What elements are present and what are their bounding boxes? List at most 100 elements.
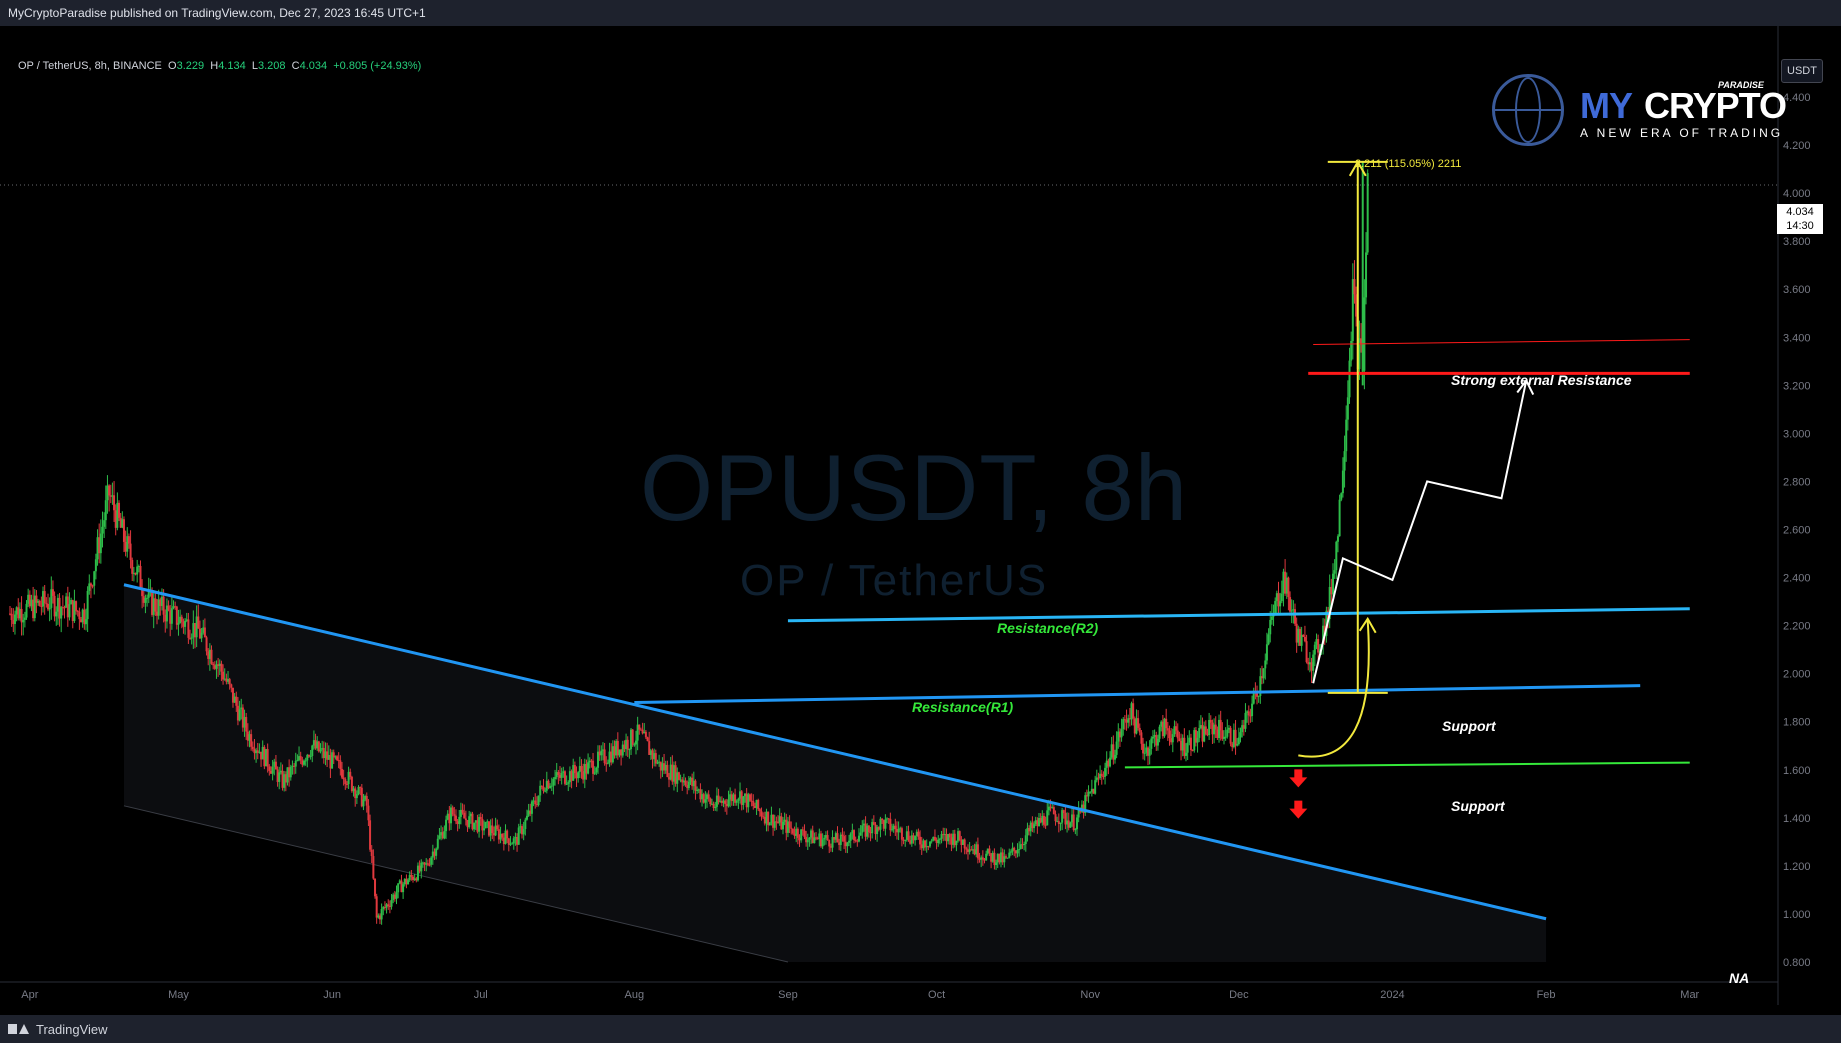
candle-body — [592, 760, 595, 774]
candle-body — [631, 729, 634, 745]
candle-body — [382, 907, 385, 910]
candle-body — [542, 786, 545, 792]
candle-body — [448, 813, 451, 824]
candle-body — [593, 772, 596, 774]
candle-body — [345, 784, 348, 786]
candle-body — [603, 749, 606, 764]
candle-body — [1274, 601, 1277, 614]
candle-body — [215, 664, 218, 669]
candle-body — [1275, 593, 1278, 602]
candle-body — [819, 833, 822, 847]
candle-body — [1041, 815, 1044, 823]
candle-body — [431, 851, 434, 858]
candle-body — [957, 831, 960, 841]
candle-body — [568, 771, 571, 783]
candle-body — [1075, 817, 1078, 830]
candle-body — [1142, 743, 1145, 754]
candle-body — [58, 597, 61, 619]
candle-body — [1308, 662, 1311, 665]
candle-body — [187, 619, 190, 638]
candle-body — [978, 858, 981, 860]
watermark-symbol: OPUSDT, 8h — [640, 435, 1189, 540]
candle-body — [1209, 719, 1212, 723]
candle-body — [1231, 743, 1234, 748]
candle-body — [872, 822, 875, 825]
candle-body — [919, 836, 922, 845]
candle-body — [1069, 822, 1072, 828]
candle-body — [228, 679, 231, 685]
candle-body — [93, 571, 96, 586]
candle-body — [1001, 852, 1004, 863]
candle-body — [321, 747, 324, 750]
resistance-r2-line — [787, 607, 1690, 623]
candle-body — [694, 780, 697, 791]
candle-body — [157, 599, 160, 616]
footer-brand[interactable]: TradingView — [36, 1021, 108, 1037]
candle-body — [813, 837, 816, 844]
chart-area[interactable]: 4.400 4.200 4.000 3.800 3.600 3.400 3.200 3.000… — [0, 26, 1841, 1015]
candle-body — [867, 825, 870, 833]
candle-body — [1118, 731, 1121, 738]
candle-body — [1229, 727, 1232, 744]
candle-body — [1095, 777, 1098, 781]
candle-body — [1133, 718, 1136, 734]
candle-body — [506, 830, 509, 839]
candle-body — [18, 608, 21, 619]
candle-body — [279, 770, 282, 773]
candle-body — [1102, 776, 1105, 778]
candle-body — [1128, 718, 1131, 720]
candle-body — [33, 595, 36, 619]
candle-body — [838, 842, 841, 845]
candle-body — [636, 724, 639, 741]
brand-crypto: CRYPTO — [1644, 85, 1787, 126]
candle-body — [981, 857, 984, 860]
candle-body — [164, 614, 167, 622]
candle-body — [1039, 818, 1042, 823]
candle-body — [965, 848, 968, 850]
candle-body — [473, 822, 476, 830]
candle-body — [1295, 623, 1298, 643]
candle-body — [511, 843, 514, 845]
candle-body — [483, 828, 486, 831]
candle-body — [648, 741, 651, 755]
candle-body — [1360, 338, 1363, 345]
candle-body — [549, 786, 552, 789]
y-tick-label: 1.600 — [1783, 765, 1811, 777]
candle-body — [1077, 808, 1080, 818]
candle-body — [829, 846, 832, 848]
candle-body — [1289, 597, 1292, 612]
candle-body — [712, 803, 715, 808]
candle-body — [1024, 835, 1027, 844]
candle-body — [1303, 636, 1306, 642]
candle-body — [372, 856, 375, 879]
candle-body — [203, 627, 206, 638]
candle-body — [615, 741, 618, 756]
candle-body — [983, 859, 986, 861]
candle-body — [1156, 738, 1159, 746]
candle-body — [527, 810, 530, 816]
chart-svg[interactable]: 4.400 4.200 4.000 3.800 3.600 3.400 3.200 3.000… — [0, 26, 1841, 1015]
candle-body — [76, 610, 79, 612]
candle-body — [263, 746, 266, 767]
candle-body — [856, 840, 859, 842]
candle-body — [559, 774, 562, 778]
currency-unit-button[interactable]: USDT — [1781, 59, 1823, 83]
candle-body — [744, 793, 746, 797]
y-tick-label: 4.200 — [1783, 140, 1811, 152]
candle-body — [930, 840, 933, 842]
x-tick-label: Oct — [928, 989, 945, 1001]
candle-body — [364, 796, 367, 800]
y-tick-label: 3.800 — [1783, 236, 1811, 248]
candle-body — [486, 821, 489, 823]
candle-body — [1018, 848, 1021, 850]
candle-body — [580, 766, 583, 772]
candle-body — [1249, 715, 1252, 717]
legend-l-label: L — [251, 60, 258, 72]
candle-body — [1294, 609, 1297, 624]
candle-body — [990, 853, 993, 862]
candle-body — [1330, 586, 1333, 595]
candle-body — [1009, 851, 1012, 853]
candle-body — [1198, 728, 1201, 738]
candle-body — [438, 835, 441, 839]
resistance-r2-label: Resistance(R2) — [997, 620, 1099, 636]
